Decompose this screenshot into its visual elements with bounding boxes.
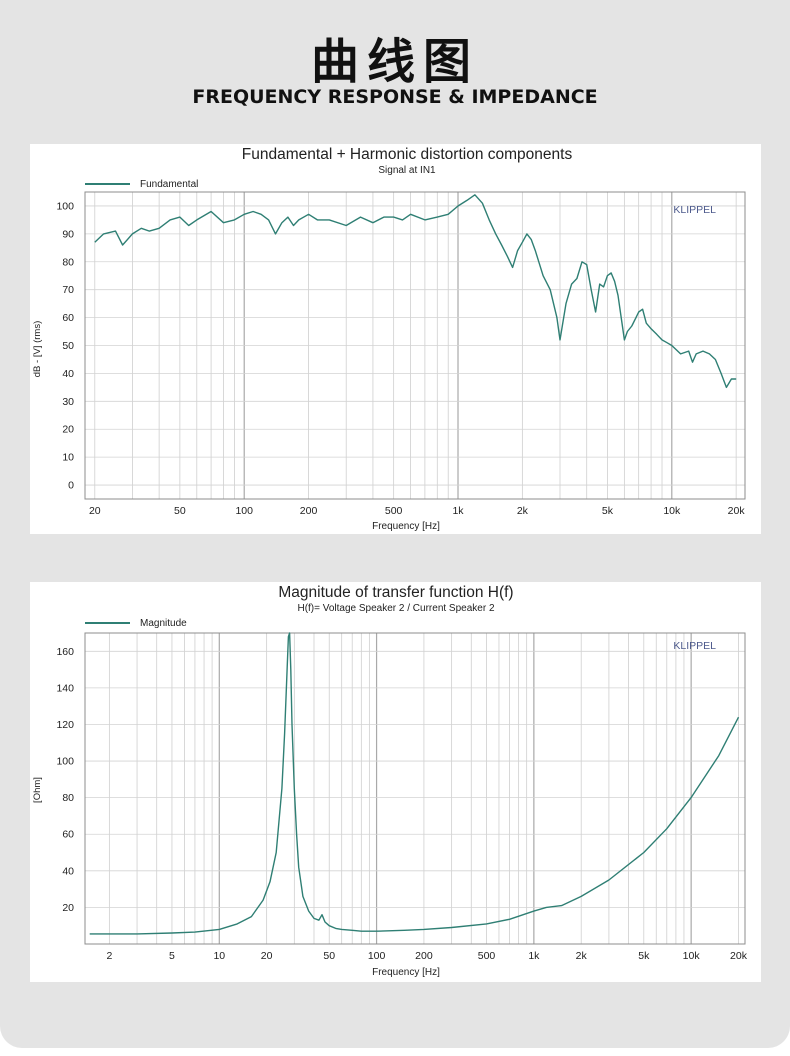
x-tick-label: 100 [235,505,253,517]
x-tick-label: 20k [728,505,746,517]
legend-label: Magnitude [140,618,187,629]
x-tick-label: 20k [730,950,748,962]
chart-title: Magnitude of transfer function H(f) [278,584,513,601]
klippel-watermark: KLIPPEL [673,640,716,652]
y-tick-label: 50 [62,340,74,352]
y-tick-label: 20 [62,424,74,436]
y-tick-label: 60 [62,829,74,841]
legend-label: Fundamental [140,179,198,190]
y-tick-label: 70 [62,284,74,296]
y-tick-label: 40 [62,865,74,877]
y-axis-label: dB - [V] (rms) [32,321,43,377]
y-axis-label: [Ohm] [32,777,43,803]
x-tick-label: 100 [368,950,386,962]
frequency-response-chart: 0 10 20 30 40 50 60 70 80 90 100 20 50 100 200 500 1k 2k 5… [32,146,746,532]
x-tick-label: 500 [385,505,403,517]
x-tick-label: 50 [323,950,335,962]
x-tick-label: 500 [478,950,496,962]
x-tick-label: 2k [517,505,529,517]
page-subtitle: FREQUENCY RESPONSE & IMPEDANCE [192,86,598,108]
chart-subtitle: H(f)= Voltage Speaker 2 / Current Speake… [297,603,494,614]
y-tick-label: 100 [56,756,74,768]
x-tick-label: 5 [169,950,175,962]
x-tick-label: 5k [602,505,614,517]
y-tick-label: 90 [62,228,74,240]
page-title: 曲线图 [310,34,479,90]
y-tick-label: 30 [62,396,74,408]
x-tick-label: 1k [452,505,464,517]
y-tick-label: 120 [56,719,74,731]
x-tick-label: 10k [683,950,701,962]
y-tick-label: 20 [62,902,74,914]
y-tick-label: 100 [56,200,74,212]
x-axis-label: Frequency [Hz] [372,521,440,532]
x-tick-label: 20 [89,505,101,517]
x-tick-label: 5k [638,950,650,962]
chart-subtitle: Signal at IN1 [378,165,436,176]
x-tick-label: 2k [576,950,588,962]
y-tick-label: 60 [62,312,74,324]
x-tick-label: 200 [300,505,318,517]
y-tick-label: 0 [68,480,74,492]
x-tick-label: 10k [663,505,681,517]
y-tick-label: 160 [56,646,74,658]
y-tick-label: 80 [62,792,74,804]
frequency-response-panel: 0 10 20 30 40 50 60 70 80 90 100 20 50 100 200 500 1k 2k 5… [30,144,761,534]
x-tick-label: 200 [415,950,433,962]
series-line-fundamental [94,194,737,389]
klippel-watermark: KLIPPEL [673,204,716,216]
x-tick-label: 2 [106,950,112,962]
x-axis-label: Frequency [Hz] [372,967,440,978]
x-tick-label: 1k [528,950,540,962]
y-tick-label: 40 [62,368,74,380]
series-line-magnitude [89,632,740,935]
plot-frame [84,632,746,945]
x-tick-label: 50 [174,505,186,517]
x-tick-label: 20 [261,950,273,962]
x-tick-label: 10 [213,950,225,962]
y-tick-label: 140 [56,682,74,694]
chart-title: Fundamental + Harmonic distortion compon… [242,146,573,163]
plot-frame [84,191,746,500]
y-tick-label: 80 [62,256,74,268]
y-tick-label: 10 [62,452,74,464]
impedance-panel: 20 40 60 80 100 120 140 160 2 5 10 20 50 100 200 500 1k 2… [30,582,761,982]
impedance-chart: 20 40 60 80 100 120 140 160 2 5 10 20 50 100 200 500 1k 2… [32,584,748,978]
